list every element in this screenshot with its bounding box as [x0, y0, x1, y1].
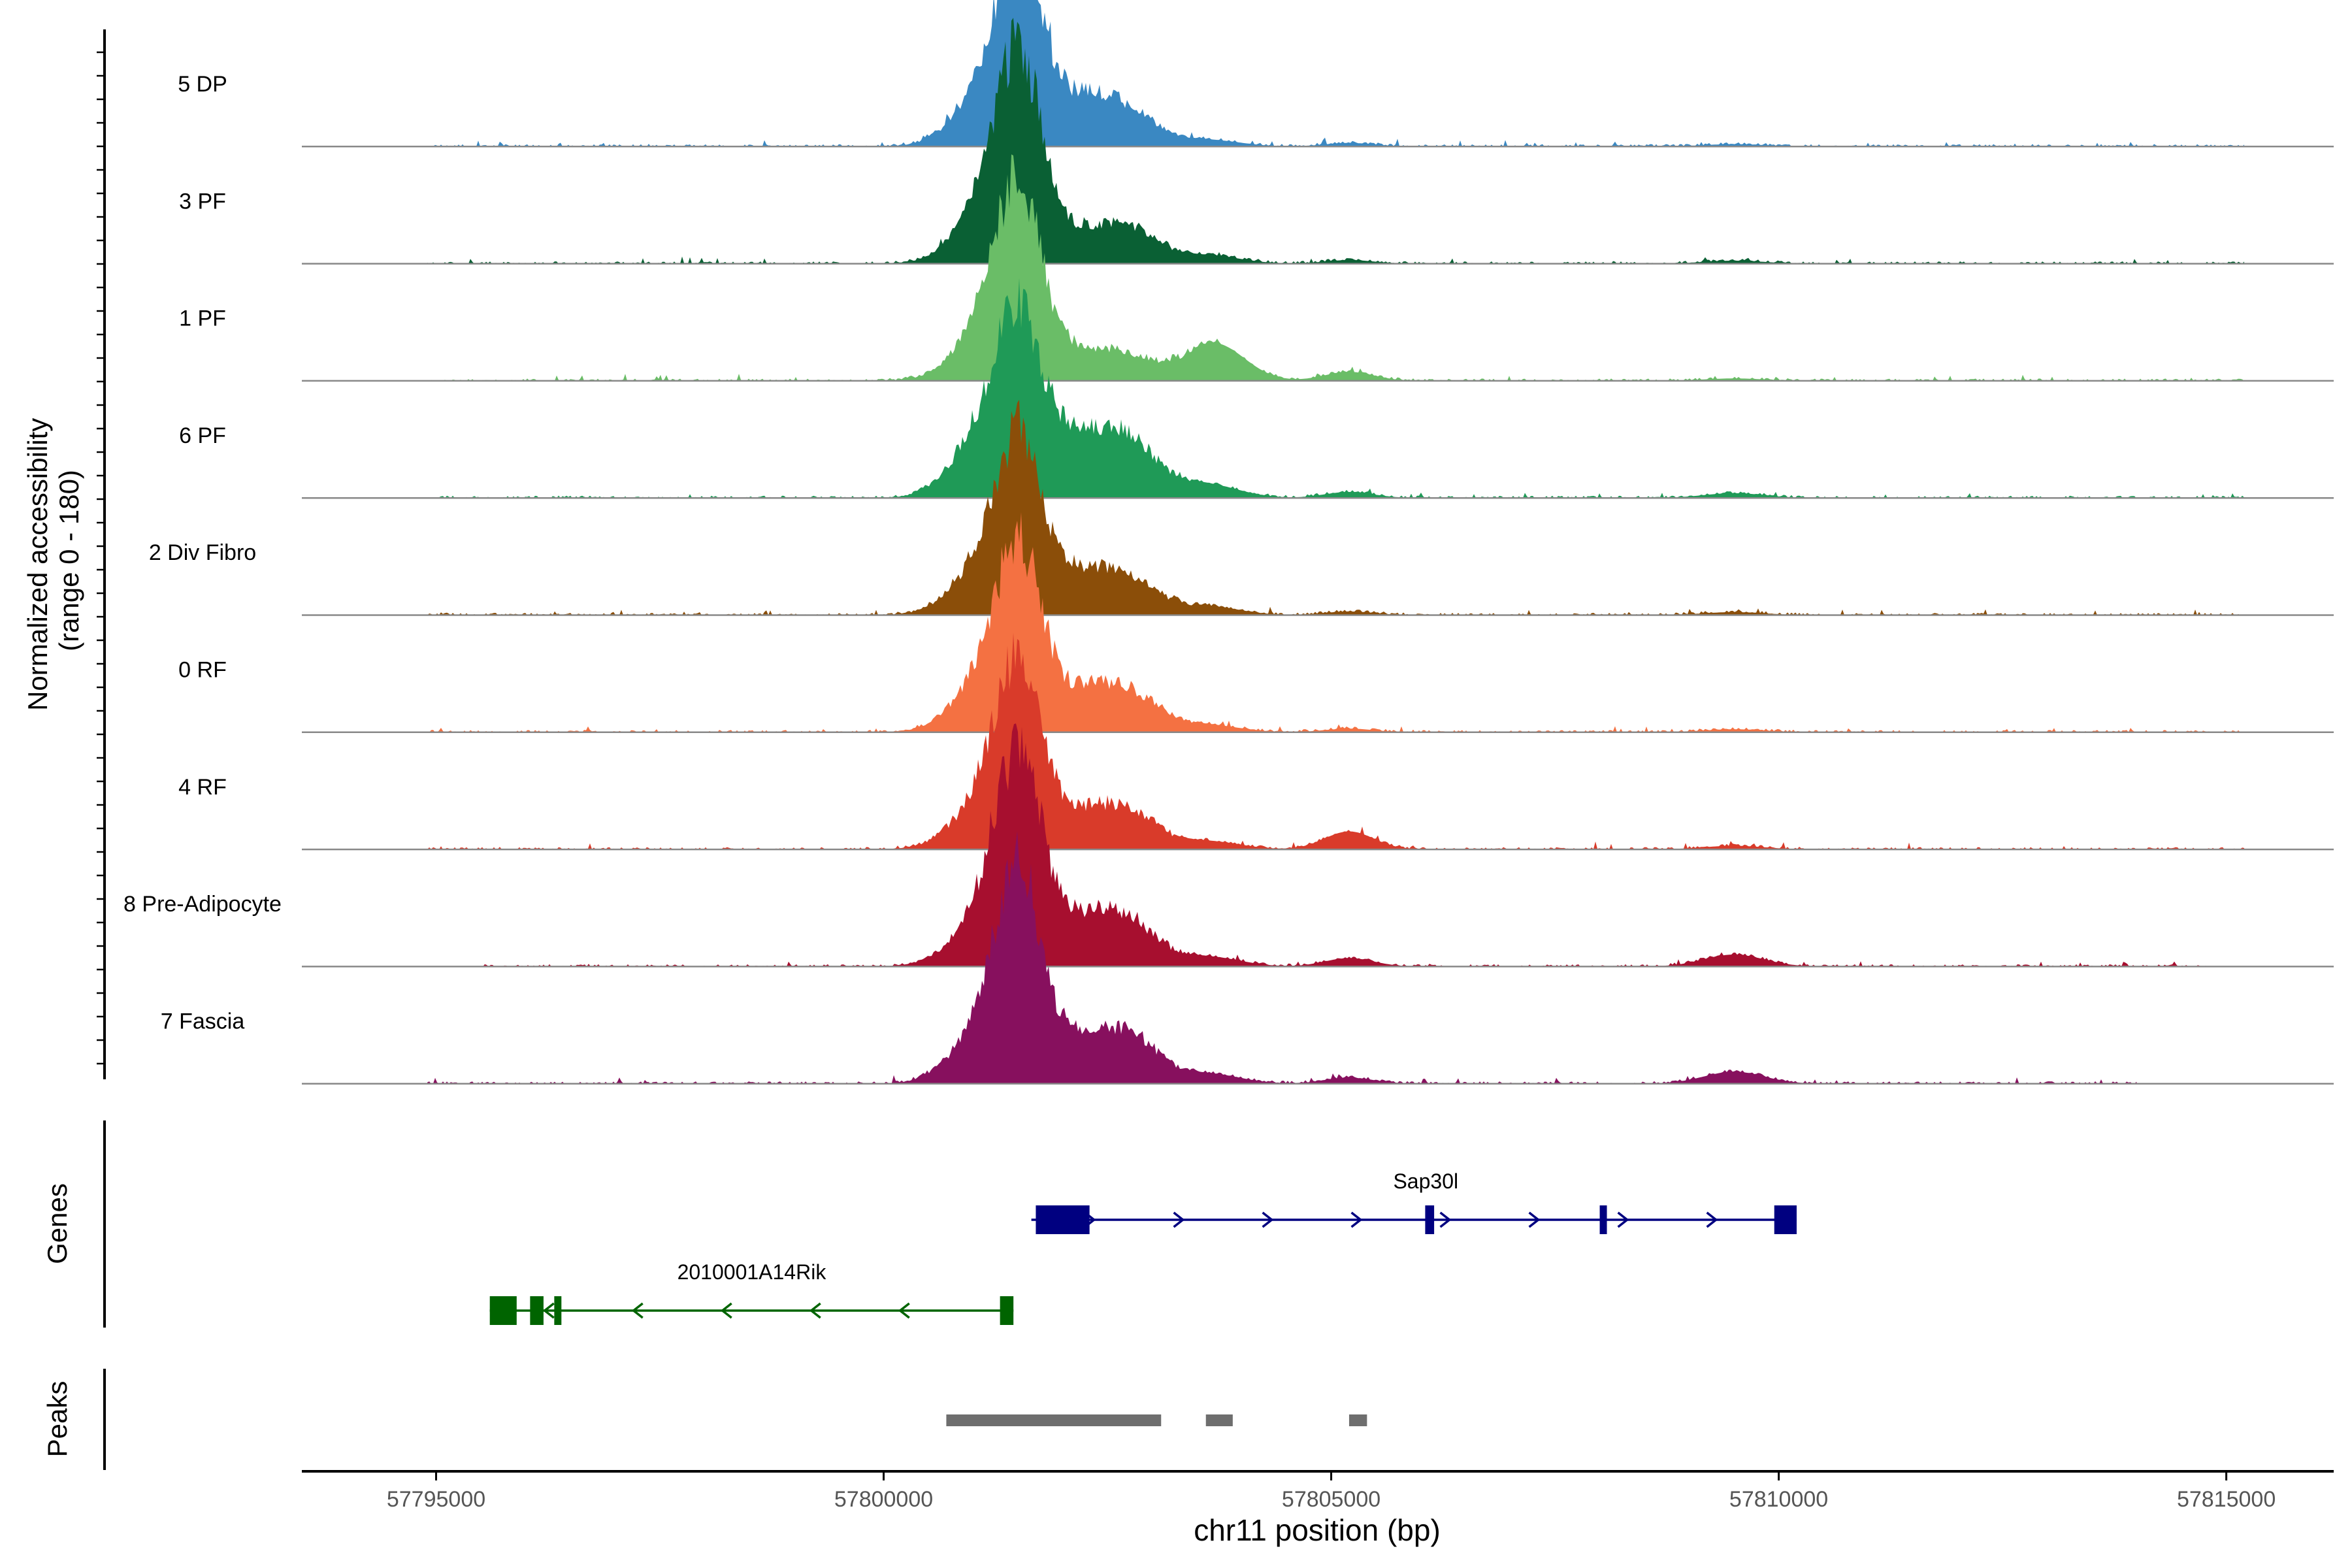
- y-axis-label-line2: (range 0 - 180): [54, 470, 84, 651]
- gene-name: 2010001A14Rik: [678, 1260, 827, 1284]
- coverage-area: [427, 278, 2244, 498]
- genes-panel-label: Genes: [42, 1183, 73, 1264]
- gene-name: Sap30l: [1393, 1169, 1458, 1193]
- exon: [530, 1296, 544, 1325]
- coverage-tracks: 5 DP 3 PF 1 PF 6 PF 2 Div Fibro 0 RF 4 RF 8 Pre…: [123, 0, 2334, 1085]
- strand-arrow: [542, 1302, 555, 1319]
- y-axis-label-line1: Normalized accessibility: [22, 418, 53, 711]
- x-axis: 57795000 57800000 57805000 57810000 57815000…: [302, 1470, 2334, 1547]
- exon: [1036, 1205, 1090, 1234]
- track-label: 4 RF: [178, 775, 227, 800]
- track-label: 6 PF: [179, 423, 226, 448]
- coverage-area: [427, 632, 2244, 850]
- x-tick-label: 57805000: [1282, 1487, 1380, 1512]
- exon: [1425, 1205, 1435, 1234]
- strand-arrow: [631, 1302, 644, 1319]
- peak-bar: [946, 1414, 1162, 1426]
- gene-2010001a14rik: 2010001A14Rik: [489, 1260, 1014, 1325]
- strand-arrow: [720, 1302, 732, 1319]
- y-axis-ticks: [97, 51, 105, 1065]
- x-tick-label: 57810000: [1729, 1487, 1828, 1512]
- exon: [554, 1296, 562, 1325]
- coverage-area: [427, 512, 2244, 732]
- track-label: 8 Pre-Adipocyte: [123, 892, 282, 917]
- track-1-pf: 1 PF: [179, 154, 2334, 382]
- genes-panel: Genes Sap30l 2010001A14Rik: [42, 1120, 1797, 1328]
- peaks-panel-label: Peaks: [42, 1381, 73, 1458]
- strand-arrow: [809, 1302, 821, 1319]
- coverage-area: [427, 18, 2244, 264]
- coverage-area: [427, 831, 2137, 1084]
- peaks-panel: Peaks: [42, 1369, 1367, 1470]
- strand-arrow: [1617, 1211, 1629, 1228]
- strand-arrow: [898, 1302, 910, 1319]
- coverage-area: [427, 399, 2244, 615]
- x-tick-label: 57795000: [387, 1487, 485, 1512]
- strand-arrow: [1262, 1211, 1274, 1228]
- track-3-pf: 3 PF: [179, 18, 2334, 265]
- track-4-rf: 4 RF: [178, 632, 2334, 851]
- x-axis-ticks: 57795000 57800000 57805000 57810000 57815000: [387, 1471, 2276, 1512]
- track-2-div-fibro: 2 Div Fibro: [149, 399, 2334, 616]
- strand-arrow: [1350, 1211, 1363, 1228]
- y-axis-label: Normalized accessibility (range 0 - 180): [22, 410, 84, 711]
- exon: [1774, 1205, 1797, 1234]
- track-label: 0 RF: [178, 658, 227, 683]
- gene-sap30l: Sap30l: [1031, 1169, 1797, 1234]
- track-0-rf: 0 RF: [178, 512, 2334, 734]
- coverage-area: [427, 154, 2244, 381]
- track-label: 7 Fascia: [161, 1009, 245, 1034]
- track-label: 5 DP: [178, 72, 227, 97]
- gene-models: Sap30l 2010001A14Rik: [489, 1169, 1797, 1325]
- strand-arrow: [1173, 1211, 1185, 1228]
- track-label: 2 Div Fibro: [149, 540, 256, 565]
- exon: [1000, 1296, 1014, 1325]
- exon: [489, 1296, 517, 1325]
- track-label: 1 PF: [179, 306, 226, 331]
- strand-arrow: [1439, 1211, 1452, 1228]
- x-tick-label: 57815000: [2177, 1487, 2276, 1512]
- x-tick-label: 57800000: [834, 1487, 933, 1512]
- track-5-dp: 5 DP: [178, 0, 2334, 148]
- peak-bar: [1348, 1414, 1367, 1426]
- track-8-pre-adipocyte: 8 Pre-Adipocyte: [123, 723, 2334, 968]
- track-6-pf: 6 PF: [179, 278, 2334, 499]
- y-axis: Normalized accessibility (range 0 - 180): [22, 29, 106, 1079]
- x-axis-label: chr11 position (bp): [1194, 1513, 1441, 1547]
- track-7-fascia: 7 Fascia: [161, 831, 2334, 1085]
- coverage-area: [427, 0, 2244, 147]
- exon: [1599, 1205, 1607, 1234]
- track-label: 3 PF: [179, 189, 226, 214]
- strand-arrow: [1706, 1211, 1718, 1228]
- peak-bar: [1205, 1414, 1233, 1426]
- strand-arrow: [1528, 1211, 1541, 1228]
- peak-regions: [946, 1414, 1367, 1426]
